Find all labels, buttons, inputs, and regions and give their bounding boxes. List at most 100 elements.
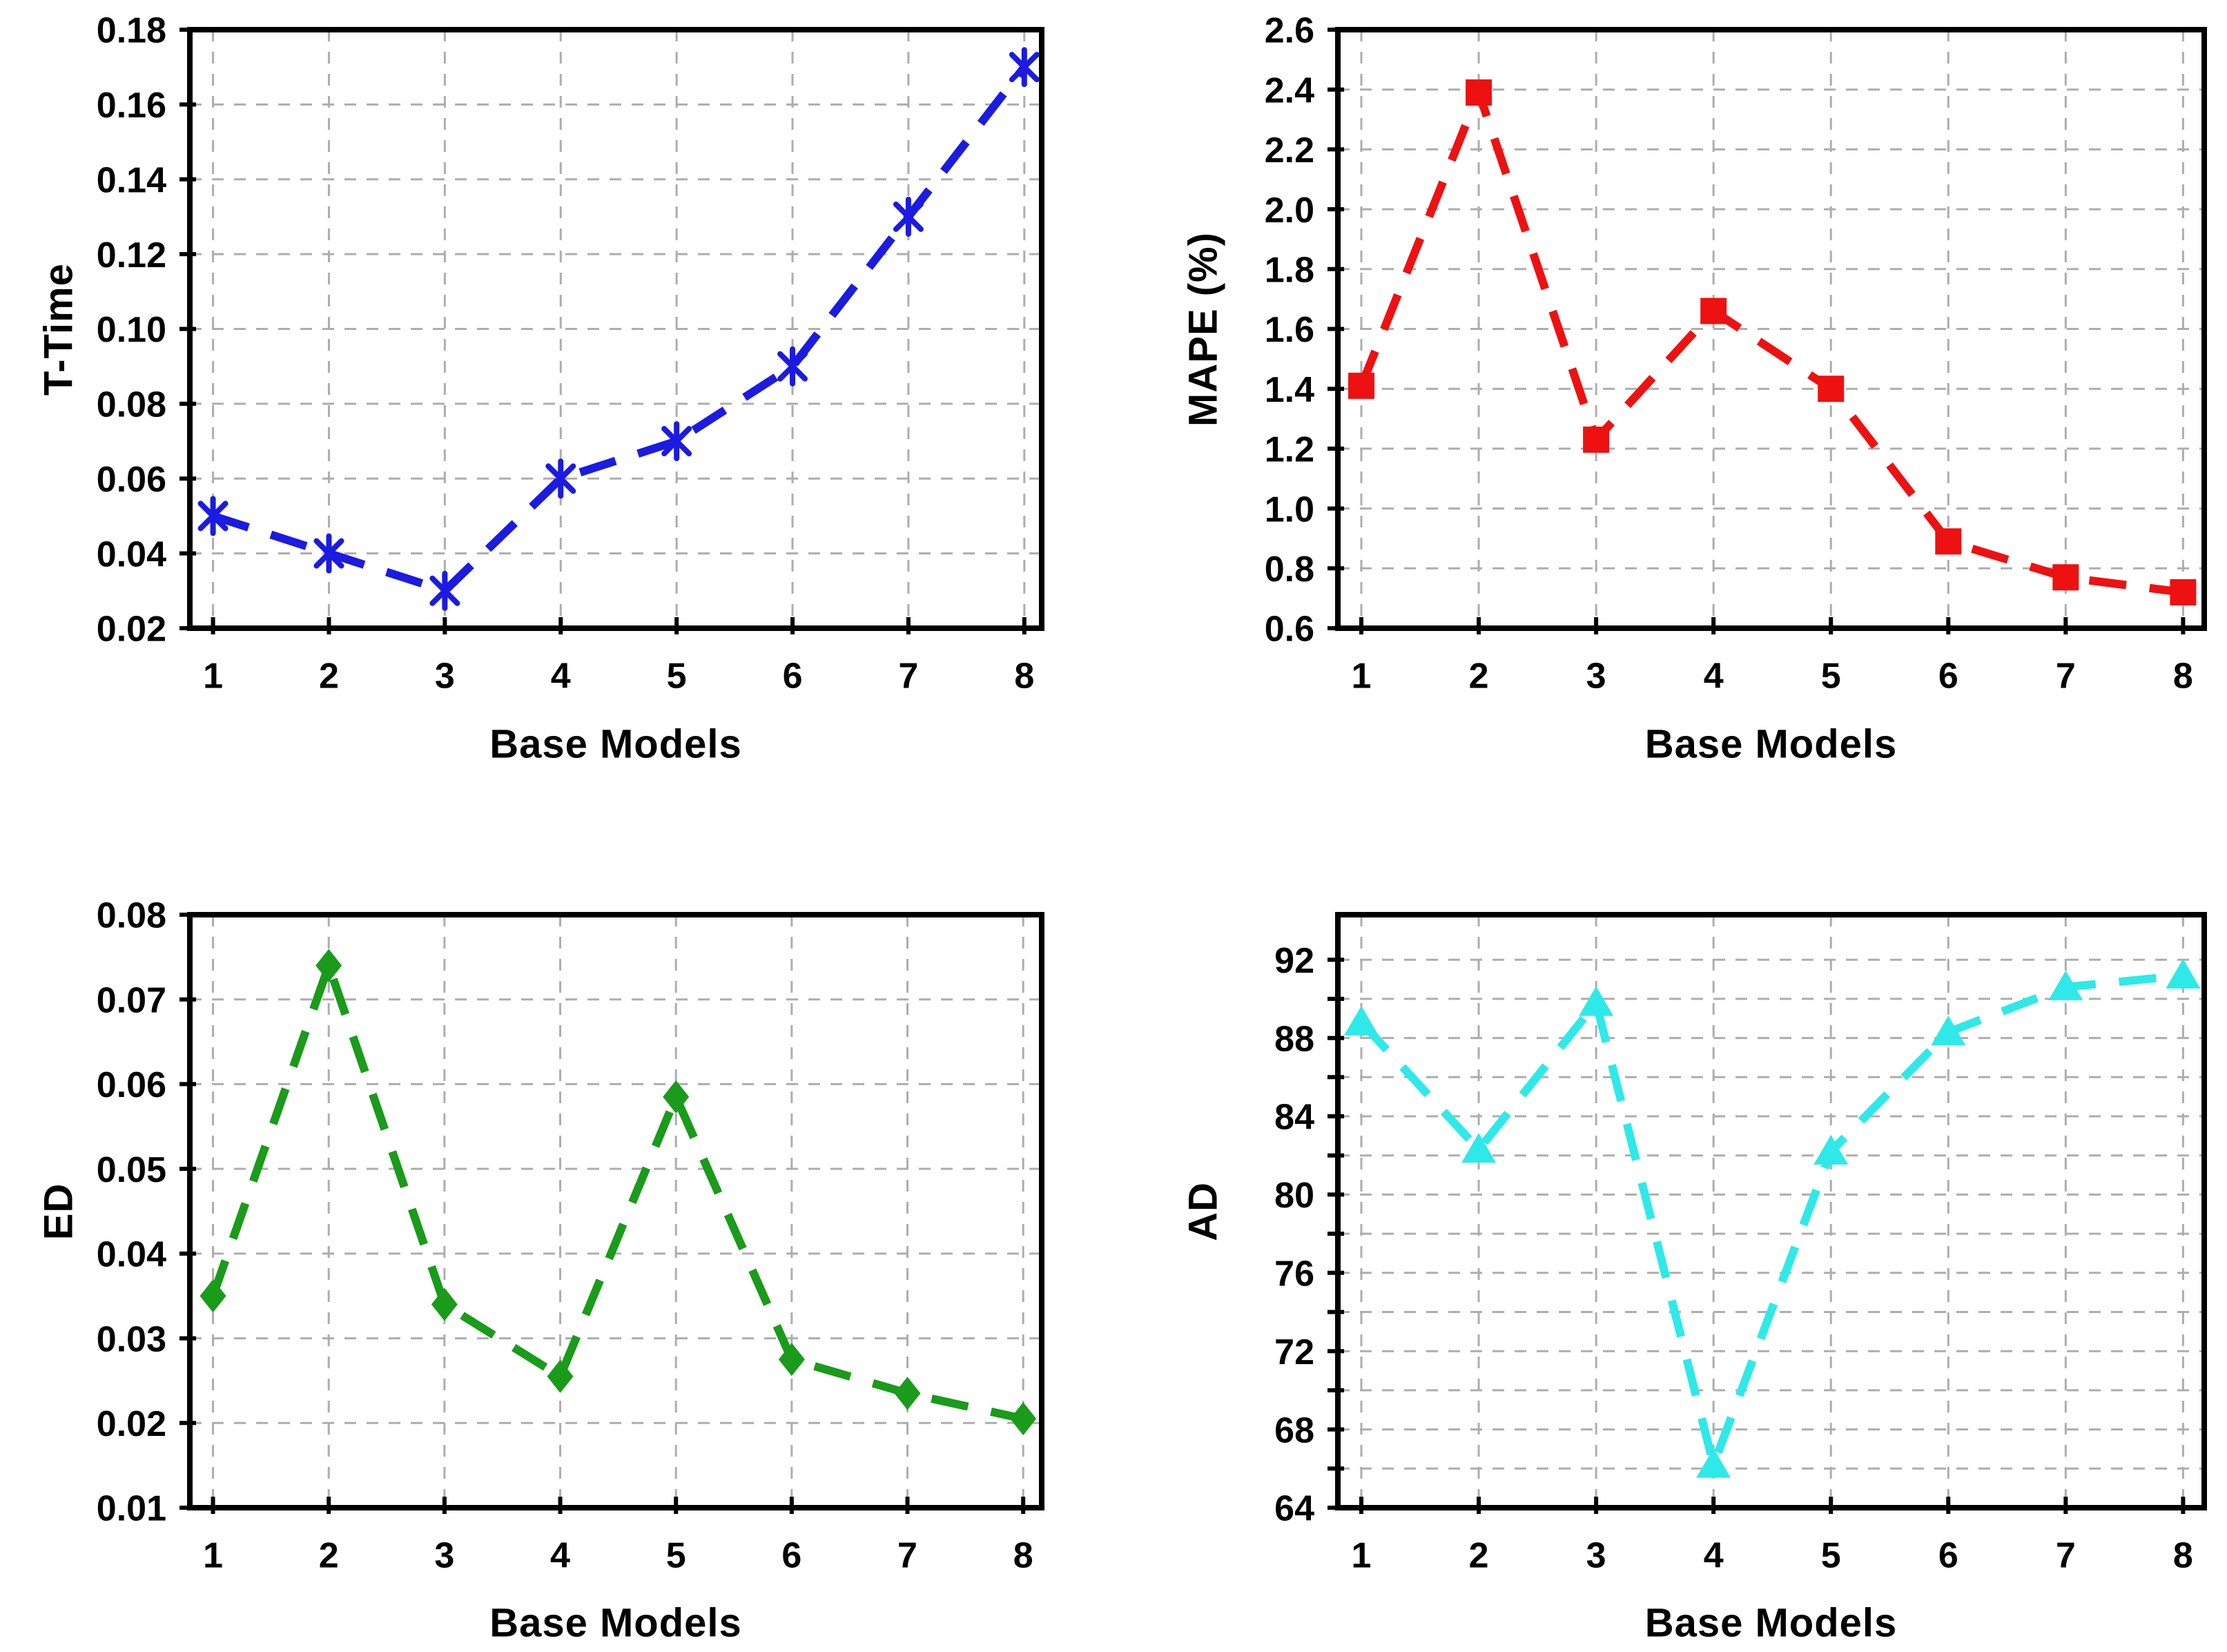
svg-text:0.14: 0.14 bbox=[97, 160, 166, 200]
svg-text:0.18: 0.18 bbox=[97, 11, 166, 51]
svg-text:2: 2 bbox=[1469, 1536, 1489, 1576]
svg-text:4: 4 bbox=[1704, 657, 1724, 697]
svg-text:4: 4 bbox=[1704, 1536, 1724, 1576]
ad-x-axis-label: Base Models bbox=[1644, 1600, 1898, 1646]
svg-text:4: 4 bbox=[550, 1536, 570, 1576]
svg-text:1.6: 1.6 bbox=[1265, 310, 1314, 350]
svg-text:2.6: 2.6 bbox=[1265, 11, 1314, 51]
svg-text:0.08: 0.08 bbox=[97, 896, 166, 936]
svg-text:6: 6 bbox=[781, 1536, 801, 1576]
svg-text:6: 6 bbox=[1938, 1536, 1958, 1576]
svg-text:68: 68 bbox=[1274, 1410, 1314, 1450]
svg-text:84: 84 bbox=[1274, 1098, 1314, 1138]
svg-text:8: 8 bbox=[1014, 657, 1034, 697]
chart-t-time: 0.02 0.04 0.06 0.08 0.10 0.12 0.14 0.16 0.18 1 2 3 4… bbox=[0, 0, 1114, 826]
t-time-x-axis-label: Base Models bbox=[489, 721, 742, 767]
data-markers bbox=[1344, 958, 2201, 1478]
svg-text:1.4: 1.4 bbox=[1265, 370, 1314, 410]
axis-ticks bbox=[179, 913, 1026, 1514]
svg-text:5: 5 bbox=[1821, 657, 1841, 697]
svg-text:6: 6 bbox=[783, 657, 803, 697]
svg-text:3: 3 bbox=[435, 657, 455, 697]
svg-text:0.08: 0.08 bbox=[97, 385, 166, 425]
svg-text:7: 7 bbox=[898, 657, 918, 697]
svg-text:1.8: 1.8 bbox=[1265, 251, 1314, 291]
svg-text:88: 88 bbox=[1274, 1019, 1314, 1059]
ed-y-axis-label: ED bbox=[36, 1183, 81, 1240]
plot-border bbox=[1335, 912, 2207, 1510]
svg-text:1: 1 bbox=[203, 1536, 223, 1576]
svg-text:0.10: 0.10 bbox=[97, 310, 166, 350]
svg-text:2: 2 bbox=[1469, 657, 1489, 697]
data-series-line bbox=[211, 64, 1028, 595]
svg-text:0.06: 0.06 bbox=[97, 460, 166, 500]
svg-text:0.12: 0.12 bbox=[97, 235, 166, 275]
svg-text:6: 6 bbox=[1938, 657, 1958, 697]
svg-text:0.06: 0.06 bbox=[97, 1065, 166, 1105]
ad-plot: 64 68 72 76 80 84 88 92 1 2 3 4 5 6 7 8 bbox=[1274, 912, 2207, 1576]
chart-mape: 0.6 0.8 1.0 1.2 1.4 1.6 1.8 2.0 2.2 2.4 2.6 1 2 3 4 5 6 7… bbox=[1114, 0, 2227, 826]
svg-text:8: 8 bbox=[2173, 1536, 2193, 1576]
gridlines bbox=[1338, 30, 2204, 628]
mape-x-axis-label: Base Models bbox=[1644, 721, 1898, 767]
tick-labels: 0.01 0.02 0.03 0.04 0.05 0.06 0.07 0.08 1 2 3 4 5 6 7 8 bbox=[97, 896, 1033, 1576]
data-markers bbox=[200, 949, 1037, 1436]
svg-text:5: 5 bbox=[666, 1536, 686, 1576]
svg-text:0.03: 0.03 bbox=[97, 1319, 166, 1359]
svg-text:0.02: 0.02 bbox=[97, 610, 166, 650]
gridlines bbox=[1338, 915, 2204, 1508]
svg-text:1: 1 bbox=[1352, 657, 1372, 697]
chart-ed: 0.01 0.02 0.03 0.04 0.05 0.06 0.07 0.08 1 2 3 4 5 6 7 8… bbox=[0, 826, 1114, 1652]
svg-text:0.01: 0.01 bbox=[97, 1489, 166, 1529]
svg-text:5: 5 bbox=[1821, 1536, 1841, 1576]
svg-text:8: 8 bbox=[1013, 1536, 1033, 1576]
svg-text:3: 3 bbox=[1586, 1536, 1606, 1576]
svg-text:1: 1 bbox=[203, 657, 223, 697]
svg-text:5: 5 bbox=[667, 657, 687, 697]
svg-text:72: 72 bbox=[1274, 1332, 1314, 1372]
data-markers bbox=[1348, 79, 2197, 605]
ed-plot: 0.01 0.02 0.03 0.04 0.05 0.06 0.07 0.08 1 2 3 4 5 6 7 8 bbox=[97, 896, 1044, 1576]
svg-text:1.2: 1.2 bbox=[1265, 430, 1314, 470]
svg-text:76: 76 bbox=[1274, 1254, 1314, 1294]
svg-text:2.0: 2.0 bbox=[1265, 191, 1314, 231]
svg-text:92: 92 bbox=[1274, 941, 1314, 981]
svg-text:7: 7 bbox=[2056, 657, 2076, 697]
svg-text:0.16: 0.16 bbox=[97, 86, 166, 126]
svg-text:64: 64 bbox=[1274, 1489, 1314, 1529]
t-time-y-axis-label: T-Time bbox=[36, 262, 81, 396]
svg-text:2: 2 bbox=[319, 1536, 339, 1576]
plot-border bbox=[187, 912, 1044, 1510]
chart-ad: 64 68 72 76 80 84 88 92 1 2 3 4 5 6 7 8 AD Base Models bbox=[1114, 826, 2227, 1652]
axis-ticks bbox=[1328, 28, 2186, 634]
mape-plot: 0.6 0.8 1.0 1.2 1.4 1.6 1.8 2.0 2.2 2.4 2.6 1 2 3 4 5 6 7… bbox=[1265, 11, 2207, 697]
svg-text:2.2: 2.2 bbox=[1265, 130, 1314, 171]
svg-text:3: 3 bbox=[434, 1536, 454, 1576]
svg-text:8: 8 bbox=[2173, 657, 2193, 697]
svg-text:0.8: 0.8 bbox=[1265, 550, 1314, 590]
tick-labels: 0.02 0.04 0.06 0.08 0.10 0.12 0.14 0.16 0.18 1 2 3 4… bbox=[97, 11, 1034, 697]
svg-text:1: 1 bbox=[1352, 1536, 1372, 1576]
svg-text:0.02: 0.02 bbox=[97, 1404, 166, 1444]
svg-text:80: 80 bbox=[1274, 1176, 1314, 1216]
svg-text:0.04: 0.04 bbox=[97, 1235, 166, 1275]
svg-text:0.05: 0.05 bbox=[97, 1150, 166, 1190]
svg-text:2: 2 bbox=[319, 657, 339, 697]
ad-y-axis-label: AD bbox=[1180, 1181, 1226, 1241]
data-series-line bbox=[208, 961, 1024, 1423]
data-series-line bbox=[1357, 88, 2184, 596]
svg-text:1.0: 1.0 bbox=[1265, 489, 1314, 529]
data-markers bbox=[197, 47, 1040, 611]
tick-labels: 64 68 72 76 80 84 88 92 1 2 3 4 5 6 7 8 bbox=[1274, 941, 2193, 1576]
ed-x-axis-label: Base Models bbox=[489, 1600, 742, 1646]
svg-text:3: 3 bbox=[1586, 657, 1606, 697]
svg-text:7: 7 bbox=[897, 1536, 917, 1576]
gridlines bbox=[190, 30, 1042, 628]
data-series-line bbox=[1358, 971, 2184, 1469]
axis-ticks bbox=[179, 28, 1027, 634]
svg-text:2.4: 2.4 bbox=[1265, 70, 1314, 110]
t-time-plot: 0.02 0.04 0.06 0.08 0.10 0.12 0.14 0.16 0.18 1 2 3 4… bbox=[97, 11, 1044, 697]
svg-text:7: 7 bbox=[2056, 1536, 2076, 1576]
svg-text:4: 4 bbox=[551, 657, 571, 697]
